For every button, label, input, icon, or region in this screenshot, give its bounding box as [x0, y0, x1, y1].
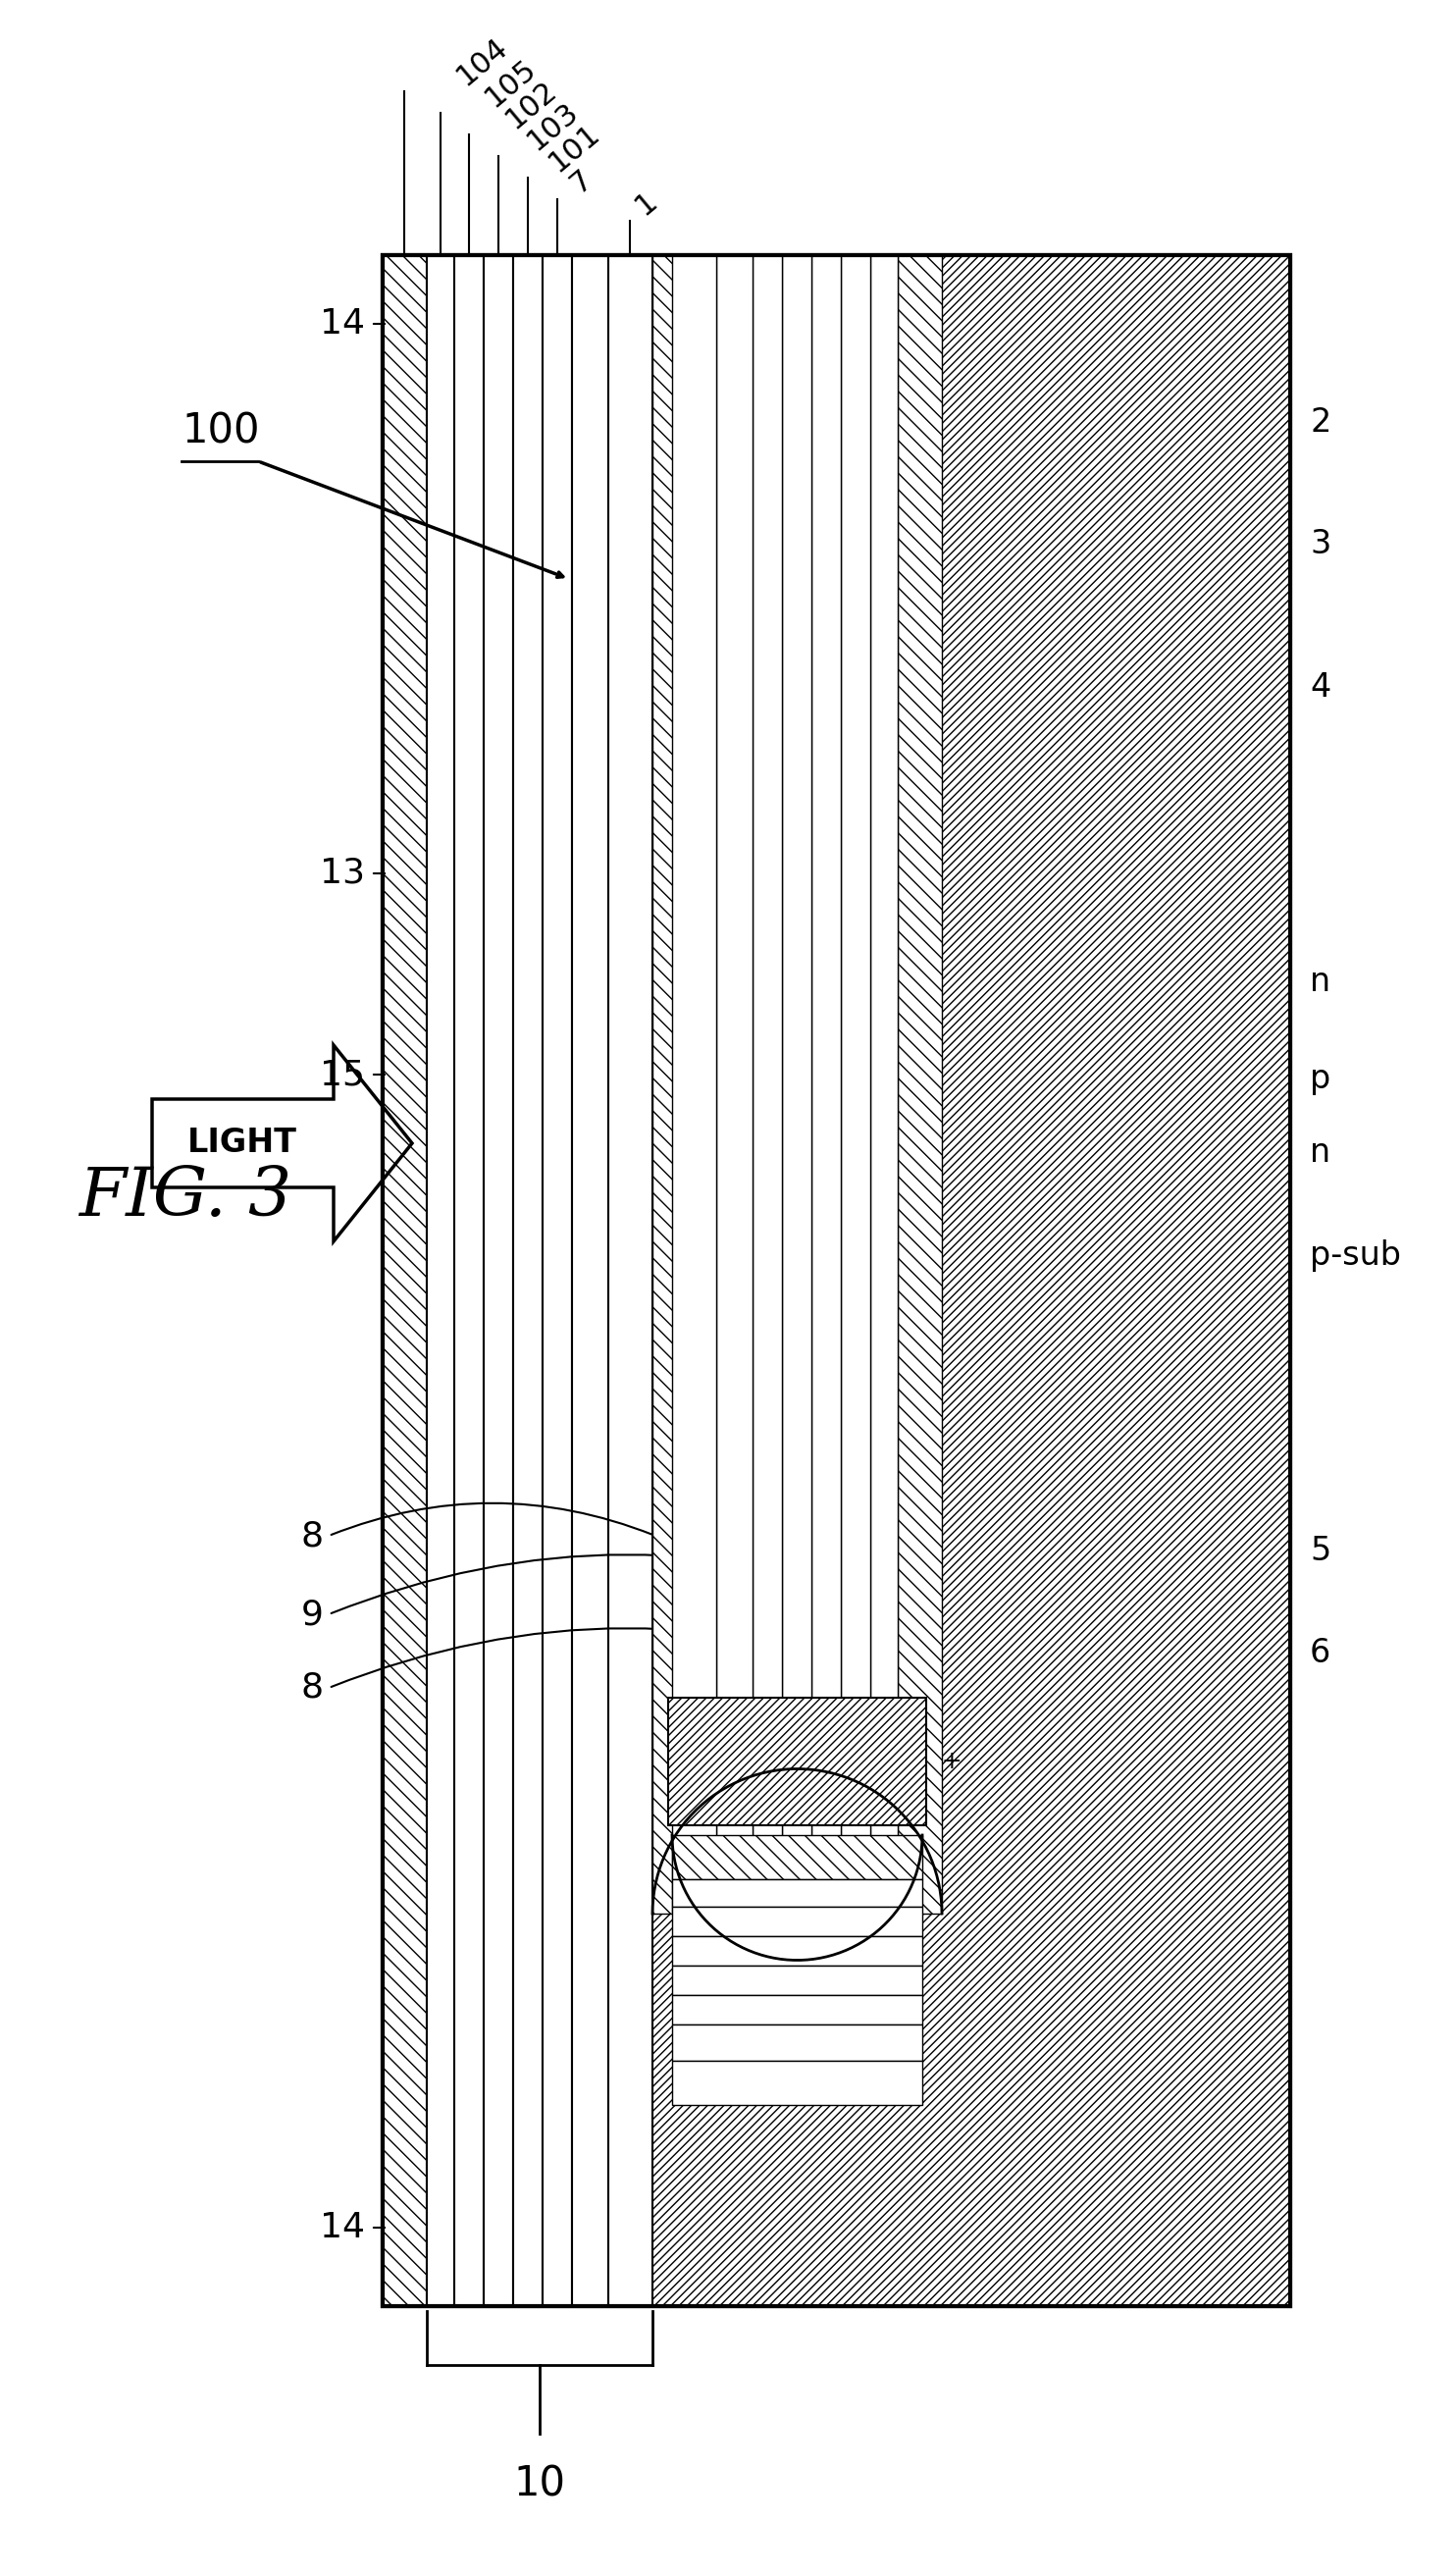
Text: FIG. 3: FIG. 3 — [79, 1164, 291, 1229]
Bar — [673, 1965, 922, 1994]
Bar — [652, 255, 696, 1914]
Text: 15: 15 — [320, 1059, 365, 1092]
Text: 9: 9 — [301, 1597, 323, 1631]
Text: 102: 102 — [501, 75, 562, 134]
Text: 8: 8 — [301, 1520, 323, 1553]
Text: 5: 5 — [1310, 1535, 1331, 1566]
Text: p: p — [1310, 1064, 1331, 1095]
Text: n: n — [1310, 966, 1331, 997]
Bar — [812, 255, 842, 1914]
Bar — [673, 1834, 922, 1880]
Bar — [783, 255, 812, 1914]
Text: LIGHT: LIGHT — [188, 1128, 297, 1159]
Bar — [513, 255, 543, 2306]
Text: 101: 101 — [543, 118, 606, 178]
Text: 1: 1 — [630, 188, 662, 222]
Text: p-sub: p-sub — [1310, 1239, 1401, 1273]
Bar — [609, 255, 652, 2306]
Bar — [871, 255, 898, 1914]
Bar — [673, 2025, 922, 2061]
Bar — [842, 255, 878, 1914]
Text: 14: 14 — [320, 307, 365, 340]
Text: 7: 7 — [565, 165, 598, 198]
Bar — [811, 255, 840, 1914]
Text: 100: 100 — [182, 410, 259, 451]
Bar — [673, 1994, 922, 2025]
Bar — [840, 255, 871, 1914]
Text: 104: 104 — [451, 33, 514, 90]
Bar — [673, 1906, 922, 1937]
Bar — [716, 255, 753, 1914]
Bar — [483, 255, 513, 2306]
Text: 105: 105 — [480, 54, 542, 113]
Bar — [673, 2061, 922, 2105]
Bar — [878, 255, 922, 1914]
Bar — [383, 255, 1290, 2306]
Bar — [724, 255, 754, 1914]
Bar — [652, 255, 1290, 2306]
Text: 10: 10 — [514, 2463, 565, 2504]
Bar — [673, 255, 716, 1914]
Bar — [696, 255, 724, 1914]
Bar — [572, 255, 609, 2306]
Text: n: n — [1310, 1136, 1331, 1170]
Bar — [427, 255, 454, 2306]
Bar — [673, 1880, 922, 1906]
Bar — [898, 255, 942, 1914]
Text: 4: 4 — [1310, 670, 1331, 703]
Text: 3: 3 — [1310, 528, 1331, 562]
Text: 8: 8 — [301, 1672, 323, 1705]
Text: 2: 2 — [1310, 407, 1331, 438]
Text: n+: n+ — [927, 1749, 964, 1772]
Text: 6: 6 — [1310, 1638, 1331, 1669]
Text: 14: 14 — [320, 2210, 365, 2244]
Bar — [543, 255, 572, 2306]
Bar — [652, 255, 942, 1914]
Bar — [383, 255, 1290, 2306]
Bar — [454, 255, 483, 2306]
Text: 103: 103 — [521, 98, 584, 157]
Bar — [668, 1698, 926, 1826]
Bar — [673, 1937, 922, 1965]
Bar — [782, 255, 811, 1914]
Bar — [753, 255, 782, 1914]
Text: 13: 13 — [320, 858, 365, 891]
Bar — [754, 255, 783, 1914]
Text: p: p — [652, 1749, 667, 1772]
Bar — [383, 255, 427, 2306]
